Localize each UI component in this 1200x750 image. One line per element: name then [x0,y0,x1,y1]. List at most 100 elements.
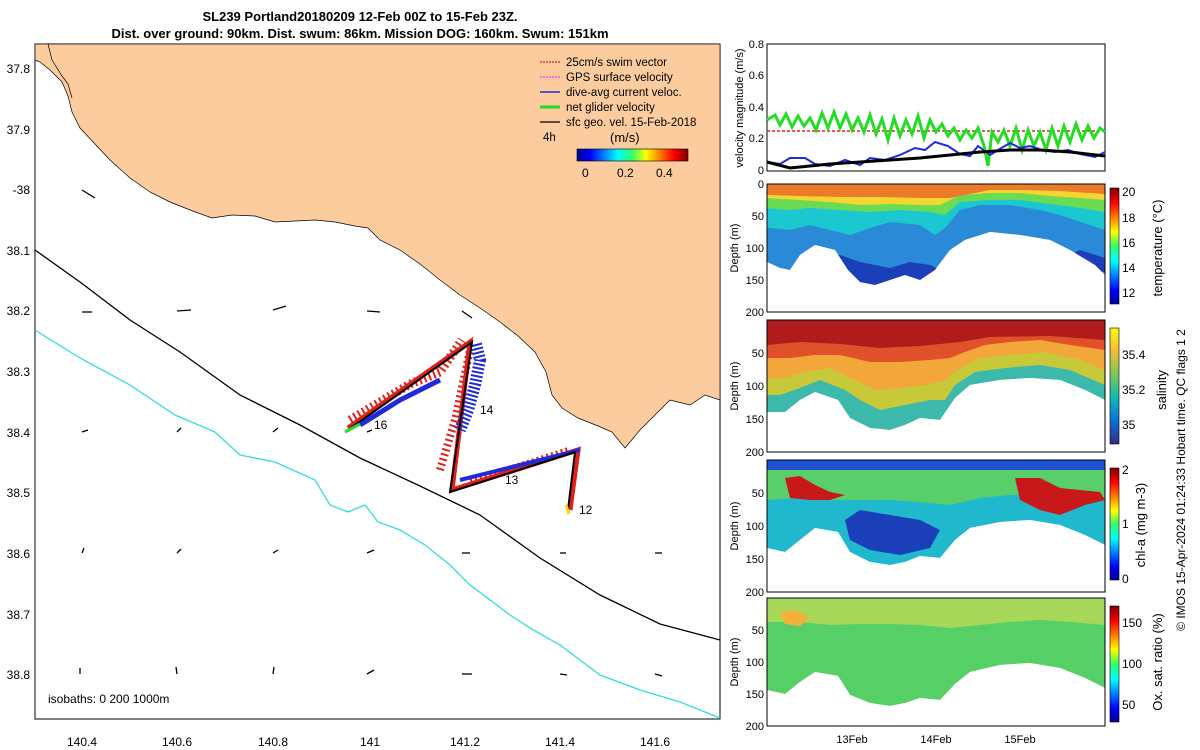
isobath-1000m [35,329,720,719]
p4-depth-150: 150 [746,689,764,701]
salinity-panel: 35.4 35.2 35 salinity [766,319,1169,453]
p3-depth-ylabel: Depth (m) [729,502,741,551]
ox-cbar-tick-100: 100 [1122,657,1142,671]
chla-label: chl-a (mg m-3) [1133,483,1148,568]
p2-depth-200: 200 [746,447,764,459]
depth-axes: 0 50 100 150 200 50 100 150 200 50 100 1… [746,179,764,733]
x-tick-141-4: 141.4 [545,735,575,749]
p1-depth-100: 100 [746,243,764,255]
x-tick-140-6: 140.6 [162,735,192,749]
chla-cbar-tick-0: 0 [1122,572,1129,586]
isobath-200m [35,249,720,641]
chla-colorbar [1109,467,1120,581]
oxygen-panel: 150 100 50 Ox. sat. ratio (%) [766,597,1165,727]
temp-cbar-tick-18: 18 [1122,211,1136,225]
salinity-label: salinity [1154,370,1169,410]
map-x-ticks: 140.4 140.6 140.8 141 141.2 141.4 141.6 [67,735,670,749]
p4-depth-100: 100 [746,657,764,669]
glider-track [347,339,577,511]
p4-depth-200: 200 [746,721,764,733]
temp-cbar-tick-12: 12 [1122,286,1136,300]
chla-panel: 2 1 0 chl-a (mg m-3) [766,459,1148,593]
y-tick-38: -38 [13,183,31,197]
day-label-12: 12 [579,503,593,517]
oxygen-colorbar [1109,605,1120,723]
x-tick-140-4: 140.4 [67,735,97,749]
p1-depth-200: 200 [746,307,764,319]
ox-cbar-tick-150: 150 [1122,616,1142,630]
y-tick-38-5: 38.5 [7,486,31,500]
p3-depth-50: 50 [752,488,764,500]
time-step-label: 4h [543,132,556,144]
legend-net-glider: net glider velocity [566,102,655,114]
colorbar-tick-0-2: 0.2 [617,166,634,180]
y-tick-38-7: 38.7 [7,608,31,622]
imos-credit: © IMOS 15-Apr-2024 01:24:33 Hobart time.… [1174,329,1188,631]
temp-cbar-tick-16: 16 [1122,236,1136,250]
p3-depth-150: 150 [746,554,764,566]
y-tick-38-8: 38.8 [7,668,31,682]
legend-swim-vector: 25cm/s swim vector [566,57,667,69]
y-tick-38-3: 38.3 [7,365,31,379]
legend-dive-avg: dive-avg current veloc. [566,87,682,99]
vel-y-tick-0-8: 0.8 [749,39,764,51]
colorbar-title: (m/s) [610,130,640,145]
p2-depth-150: 150 [746,414,764,426]
y-tick-38-2: 38.2 [7,304,31,318]
colorbar-tick-0: 0 [582,166,589,180]
velocity-ylabel: velocity magnitude (m/s) [734,48,746,167]
isobaths-label: isobaths: 0 200 1000m [48,692,169,706]
p2-depth-ylabel: Depth (m) [729,362,741,411]
temperature-panel: 20 18 16 14 12 temperature (°C) [766,183,1165,313]
geo-velocity-arrows [79,189,663,677]
p2-depth-100: 100 [746,381,764,393]
map-y-ticks: 37.8 37.9 -38 38.1 38.2 38.3 38.4 38.5 3… [7,62,31,682]
p2-depth-50: 50 [752,348,764,360]
swim-vectors [346,336,581,511]
vel-y-tick-0-2: 0.2 [749,133,764,145]
x-tick-141-6: 141.6 [640,735,670,749]
x-tick-141: 141 [360,735,380,749]
time-tick-14feb: 14Feb [920,734,951,746]
y-tick-38-4: 38.4 [7,426,31,440]
sal-cbar-tick-35: 35 [1122,418,1136,432]
net-glider-speed-line [766,107,1106,167]
map-title-line1: SL239 Portland20180209 12-Feb 00Z to 15-… [202,9,518,24]
p1-depth-ylabel: Depth (m) [729,224,741,273]
chla-cbar-tick-2: 2 [1122,463,1129,477]
sfc-geo-speed-line [766,148,1106,170]
day-label-16: 16 [374,418,388,432]
p3-depth-200: 200 [746,587,764,599]
velocity-panel: 0.8 0.6 0.4 0.2 0 velocity magnitude (m/… [734,39,1106,177]
legend-sfc-geo: sfc geo. vel. 15-Feb-2018 [566,117,696,129]
y-tick-37-8: 37.8 [7,62,31,76]
temperature-label: temperature (°C) [1150,200,1165,297]
p1-depth-50: 50 [752,211,764,223]
colorbar-tick-0-4: 0.4 [656,166,673,180]
speed-colorbar [576,148,689,162]
temp-cbar-tick-20: 20 [1122,185,1136,199]
ox-cbar-tick-50: 50 [1122,698,1136,712]
temp-cbar-tick-14: 14 [1122,261,1136,275]
y-tick-38-1: 38.1 [7,244,31,258]
day-label-14: 14 [480,403,494,417]
y-tick-38-6: 38.6 [7,547,31,561]
map-legend: 25cm/s swim vector GPS surface velocity … [540,57,696,180]
time-tick-15feb: 15Feb [1004,734,1035,746]
vel-y-tick-0-4: 0.4 [749,102,764,114]
time-axis: 13Feb 14Feb 15Feb [836,734,1035,746]
x-tick-140-8: 140.8 [258,735,288,749]
day-label-13: 13 [505,473,519,487]
coastline-land [35,44,720,449]
p1-depth-150: 150 [746,275,764,287]
x-tick-141-2: 141.2 [450,735,480,749]
chla-cbar-tick-1: 1 [1122,517,1129,531]
p4-depth-50: 50 [752,625,764,637]
map-title-line2: Dist. over ground: 90km. Dist. swum: 86k… [111,26,609,41]
y-tick-37-9: 37.9 [7,123,31,137]
time-tick-13feb: 13Feb [836,734,867,746]
sal-cbar-tick-35-4: 35.4 [1122,348,1146,362]
salinity-colorbar [1109,327,1120,445]
legend-gps-velocity: GPS surface velocity [566,72,673,84]
